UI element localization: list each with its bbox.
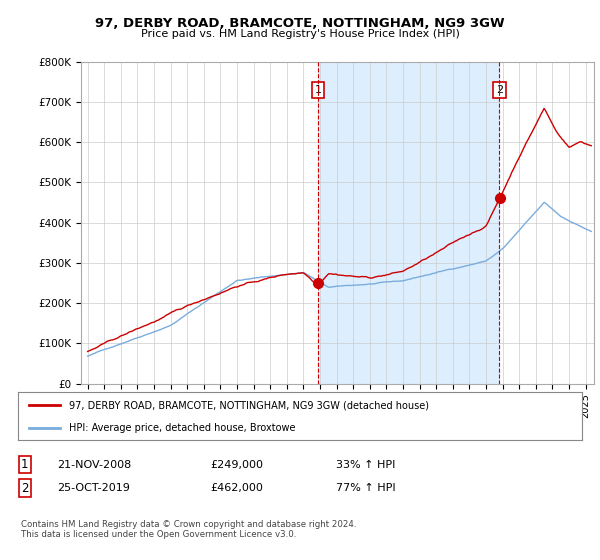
Text: £462,000: £462,000 — [210, 483, 263, 493]
Text: 2: 2 — [496, 85, 503, 95]
Bar — [318, 62, 499, 384]
Text: 1: 1 — [21, 458, 29, 471]
Text: £249,000: £249,000 — [210, 460, 263, 470]
Text: HPI: Average price, detached house, Broxtowe: HPI: Average price, detached house, Brox… — [69, 423, 295, 433]
Text: 1: 1 — [314, 85, 322, 95]
Text: 97, DERBY ROAD, BRAMCOTE, NOTTINGHAM, NG9 3GW: 97, DERBY ROAD, BRAMCOTE, NOTTINGHAM, NG… — [95, 17, 505, 30]
Text: 33% ↑ HPI: 33% ↑ HPI — [336, 460, 395, 470]
Text: 25-OCT-2019: 25-OCT-2019 — [57, 483, 130, 493]
Text: 97, DERBY ROAD, BRAMCOTE, NOTTINGHAM, NG9 3GW (detached house): 97, DERBY ROAD, BRAMCOTE, NOTTINGHAM, NG… — [69, 400, 429, 410]
Text: 77% ↑ HPI: 77% ↑ HPI — [336, 483, 395, 493]
Text: 21-NOV-2008: 21-NOV-2008 — [57, 460, 131, 470]
Text: 2: 2 — [21, 482, 29, 494]
Text: Price paid vs. HM Land Registry's House Price Index (HPI): Price paid vs. HM Land Registry's House … — [140, 29, 460, 39]
Text: Contains HM Land Registry data © Crown copyright and database right 2024.
This d: Contains HM Land Registry data © Crown c… — [21, 520, 356, 539]
